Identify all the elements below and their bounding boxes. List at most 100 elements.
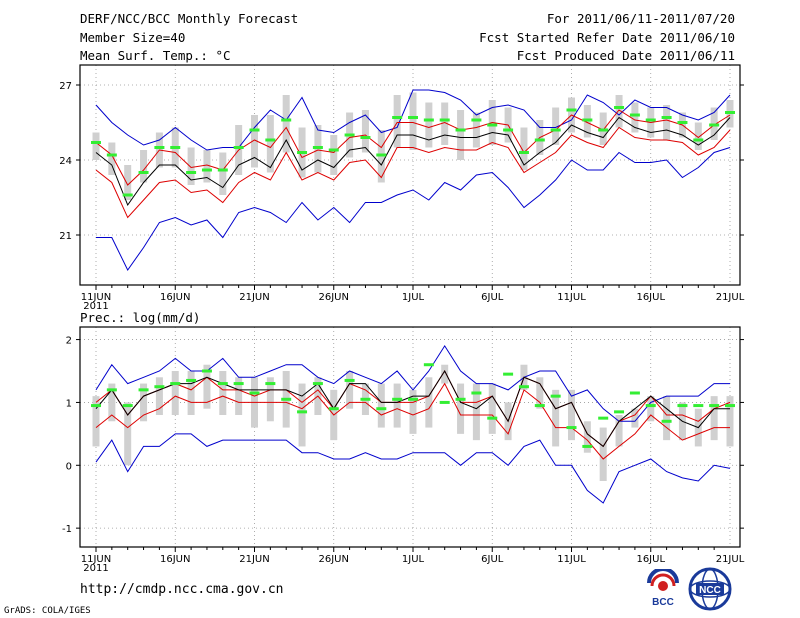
panel1-series-lower [95, 382, 730, 460]
panel0-range-bar [441, 102, 449, 145]
panel1-range-bar [235, 377, 243, 415]
source-url[interactable]: http://cmdp.ncc.cma.gov.cn [80, 582, 284, 597]
panel0-series-lower [95, 126, 731, 219]
panel0-range-bar [251, 115, 258, 168]
panel0-range-bar [108, 142, 116, 175]
panel1-range-bar [92, 396, 100, 447]
panel1-range-bar [155, 377, 163, 415]
panel1-range-bar [599, 427, 607, 481]
panel1-range-bar [441, 364, 449, 384]
panel1-xtick-label: 21JUL [716, 554, 745, 565]
produced-date: Fcst Produced Date 2011/06/11 [516, 48, 735, 63]
forecast-range: For 2011/06/11-2011/07/20 [546, 11, 735, 26]
bcc-logo: BCC [641, 569, 685, 611]
panel0-range-bar [124, 165, 132, 200]
panel1-xtick-label: 11JUN [81, 554, 111, 565]
panel1-range-bar [615, 415, 623, 447]
panel0-range-bar [615, 95, 623, 128]
panel1-frame [79, 326, 741, 548]
ncc-logo-icon: NCC [688, 567, 732, 611]
panel1-ytick-label: 2 [66, 336, 72, 347]
member-size: Member Size=40 [80, 30, 186, 45]
panel1-range-bar [488, 383, 496, 434]
panel0-range-bar [219, 152, 227, 195]
bcc-logo-icon: BCC [647, 569, 679, 608]
panel0-series-mean [95, 116, 731, 207]
panel1-range-bar [425, 377, 433, 428]
panel1-range-bar [583, 421, 591, 453]
precip-panel-title: Prec.: log(mm/d) [80, 310, 201, 325]
panel0-range-bar [140, 150, 148, 183]
panel0-range-bar [457, 110, 465, 160]
panel1-range-bar [647, 396, 655, 422]
panel0-xtick-label: 21JUN [239, 292, 269, 303]
panel0-year-label: 2011 [83, 301, 108, 312]
panel1-range-bar [536, 377, 544, 409]
panel0-xtick-label: 21JUL [716, 292, 745, 303]
panel1-range-bar [108, 383, 116, 422]
panel1-ytick-label: 0 [66, 461, 72, 472]
panel1-range-bar [124, 402, 132, 466]
ncc-logo: NCC [688, 567, 732, 611]
panel0-range-bar [520, 127, 528, 170]
panel1-range-bar [187, 371, 195, 415]
refer-date: Fcst Started Refer Date 2011/06/10 [479, 30, 735, 45]
panel0-series-upper [95, 109, 731, 186]
panel0-range-bar [92, 132, 100, 160]
panel0-range-bar [409, 92, 417, 150]
panel0-ytick-label: 24 [59, 156, 72, 167]
panel1-range-bar [203, 364, 211, 409]
panel1-range-bar [409, 389, 417, 434]
panel0-xtick-label: 16JUN [160, 292, 190, 303]
panel1-year-label: 2011 [83, 563, 108, 574]
chart-title: DERF/NCC/BCC Monthly Forecast [80, 11, 299, 26]
panel1-range-bar [298, 383, 306, 447]
panel0-range-bar [203, 150, 211, 183]
panel0-series-max [95, 89, 731, 151]
panel1-series-max [95, 344, 730, 422]
panel1-ytick-label: -1 [62, 524, 72, 535]
panel1-range-bar [726, 396, 734, 447]
panel0-xtick-label: 1JUL [402, 292, 425, 303]
panel0-series-min [96, 147, 731, 271]
panel1-xtick-label: 16JUN [160, 554, 190, 565]
panel0-xtick-label: 11JUL [557, 292, 586, 303]
panel0-range-bar [552, 107, 560, 145]
panel1-series-mean [95, 369, 730, 448]
panel1-range-bar [219, 371, 227, 415]
panel1-range-bar [171, 371, 179, 415]
panel0-range-bar [187, 147, 195, 185]
ncc-logo-label: NCC [699, 585, 721, 596]
temp-panel-title: Mean Surf. Temp.: °C [80, 48, 231, 63]
panel0-range-bar [694, 122, 702, 150]
panel0-range-bar [472, 112, 480, 148]
bcc-logo-label: BCC [652, 597, 674, 608]
panel0-ytick-label: 21 [59, 231, 72, 242]
panel1-xtick-label: 1JUL [402, 554, 425, 565]
panel0-frame [79, 64, 741, 286]
panel0-range-bar [330, 135, 338, 175]
panel1-range-bar [346, 371, 354, 409]
panel1-xtick-label: 21JUN [239, 554, 269, 565]
panel1-xtick-label: 16JUL [636, 554, 665, 565]
panel1-series-upper [95, 369, 731, 448]
panel0-range-bar [393, 95, 401, 148]
panel1-xtick-label: 11JUL [557, 554, 586, 565]
panel1-range-bar [568, 389, 575, 441]
panel1-range-bar [663, 396, 671, 441]
panel0-range-bar [663, 105, 671, 140]
panel1-range-bar [457, 383, 465, 434]
panel0-xtick-label: 16JUL [636, 292, 665, 303]
panel1-range-bar [377, 383, 385, 428]
panel0-range-bar [282, 95, 290, 153]
panel0-range-bar [425, 102, 433, 148]
panel0-range-bar [631, 102, 639, 133]
panel1-range-bar [140, 383, 148, 422]
panel0-xtick-label: 26JUN [319, 292, 349, 303]
panel1-range-bar [393, 383, 401, 428]
panel1-range-bar [472, 383, 480, 441]
panel0-xtick-label: 6JUL [481, 292, 504, 303]
panel1-xtick-label: 26JUN [319, 554, 349, 565]
panel0-xtick-label: 11JUN [81, 292, 111, 303]
